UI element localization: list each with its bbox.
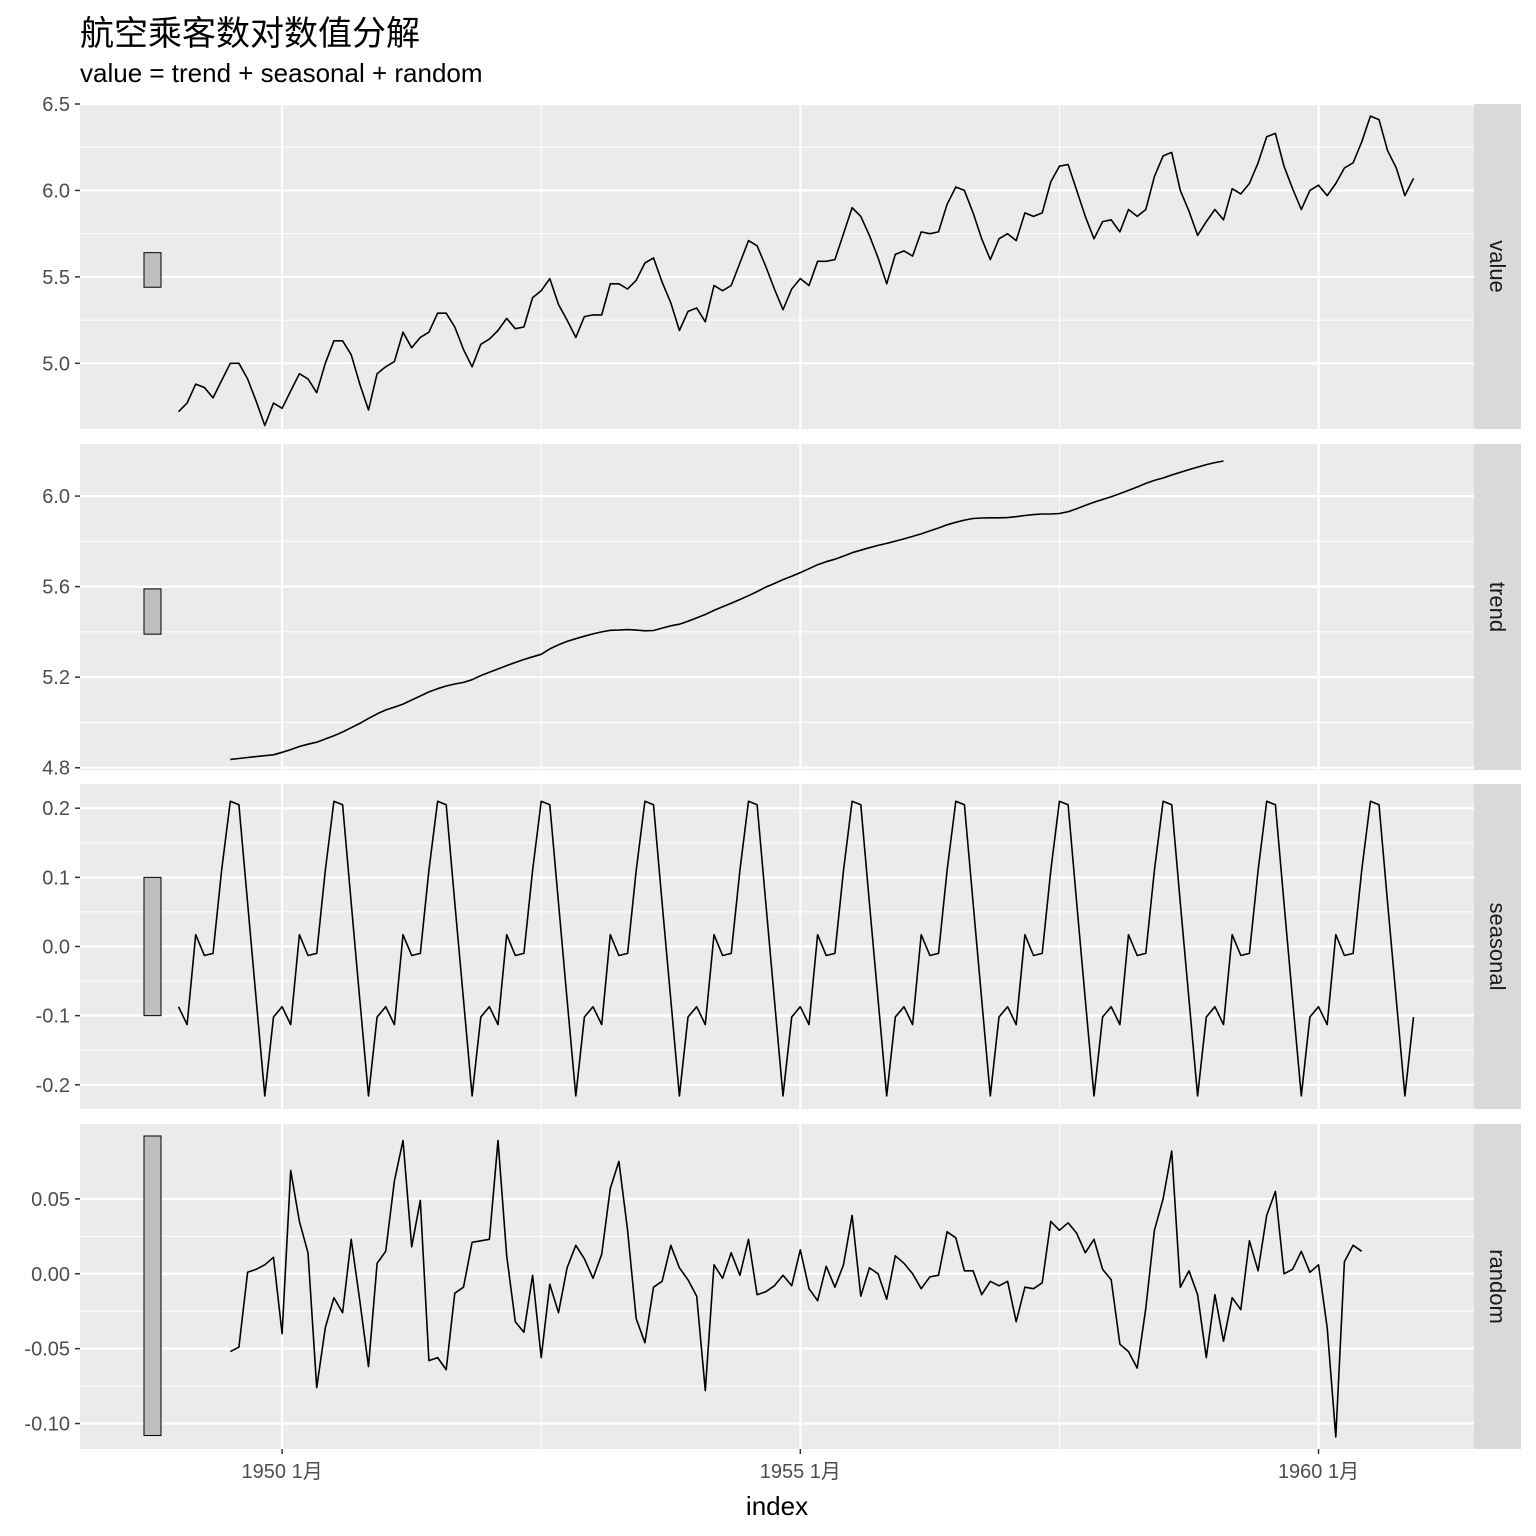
series-line-trend bbox=[230, 460, 1224, 761]
facet-strip-label: seasonal bbox=[1485, 902, 1510, 990]
panel-seasonal: -0.2 -0.1 0.0 0.1 0.2 seasonal bbox=[36, 784, 1521, 1109]
series-line-value bbox=[177, 115, 1415, 427]
y-tick-label: 5.5 bbox=[42, 267, 70, 289]
y-tick-label: 0.0 bbox=[42, 937, 70, 959]
panel-value: 5.0 5.5 6.0 6.5 value bbox=[42, 94, 1521, 429]
facet-strip bbox=[1474, 104, 1521, 429]
chart-subtitle: value = trend + seasonal + random bbox=[80, 58, 483, 88]
series-line-random bbox=[229, 1139, 1363, 1438]
y-tick-label: 6.5 bbox=[42, 94, 70, 116]
panel-background bbox=[80, 104, 1474, 429]
y-tick-label: 0.1 bbox=[42, 867, 70, 889]
facet-strip bbox=[1474, 444, 1521, 770]
y-tick-label: -0.2 bbox=[36, 1075, 70, 1097]
y-tick-label: 0.2 bbox=[42, 798, 70, 820]
panel-background bbox=[80, 444, 1474, 770]
y-tick-label: 0.00 bbox=[31, 1264, 70, 1286]
y-tick-label: -0.10 bbox=[24, 1414, 70, 1436]
y-tick-label: 5.6 bbox=[42, 577, 70, 599]
y-tick-label: -0.05 bbox=[24, 1339, 70, 1361]
panel-random: -0.10 -0.05 0.00 0.05 random bbox=[24, 1124, 1521, 1449]
panel-background bbox=[80, 1124, 1474, 1449]
y-tick-label: -0.1 bbox=[36, 1006, 70, 1028]
scale-bar bbox=[143, 588, 162, 635]
chart-title: 航空乘客数对数值分解 bbox=[80, 14, 420, 54]
y-tick-label: 6.0 bbox=[42, 486, 70, 508]
y-tick-label: 5.2 bbox=[42, 667, 70, 689]
scale-bar bbox=[143, 1135, 162, 1437]
series-line-seasonal bbox=[177, 800, 1415, 1097]
x-axis-label: index bbox=[746, 1491, 808, 1521]
x-tick-label: 1960 1月 bbox=[1278, 1461, 1359, 1483]
y-tick-label: 6.0 bbox=[42, 180, 70, 202]
x-tick-label: 1955 1月 bbox=[760, 1461, 841, 1483]
x-tick-label: 1950 1月 bbox=[242, 1461, 323, 1483]
y-tick-label: 0.05 bbox=[31, 1189, 70, 1211]
facet-strip-label: value bbox=[1485, 240, 1510, 293]
facet-strip bbox=[1474, 784, 1521, 1109]
panel-trend: 4.8 5.2 5.6 6.0 trend bbox=[42, 444, 1521, 780]
facet-strip bbox=[1474, 1124, 1521, 1449]
facet-strip-label: trend bbox=[1485, 582, 1510, 632]
scale-bar bbox=[143, 252, 162, 288]
facet-strip-label: random bbox=[1485, 1249, 1510, 1324]
y-tick-label: 4.8 bbox=[42, 758, 70, 780]
scale-bar bbox=[143, 876, 162, 1017]
y-tick-label: 5.0 bbox=[42, 353, 70, 375]
